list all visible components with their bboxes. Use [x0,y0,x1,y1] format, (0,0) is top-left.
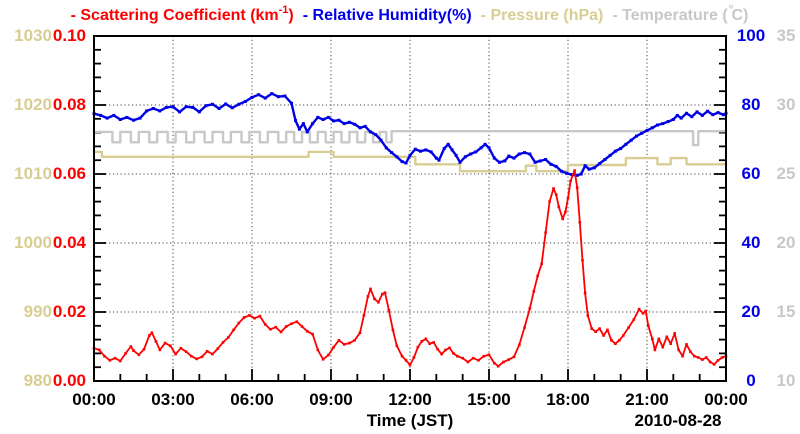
x-tick-label: 15:00 [467,390,511,409]
y-tick-label-pressure: 1030 [14,26,52,45]
y-tick-label-humidity: 80 [741,95,761,114]
y-tick-label-humidity: 40 [741,233,761,252]
degree-symbol: ° [728,2,734,17]
legend-scattering-coefficient: - Scattering Coefficient (km-1) [70,4,294,25]
superscript: -1 [278,4,289,16]
y-tick-label-pressure: 1000 [14,233,52,252]
y-tick-label-pressure: 990 [23,302,52,321]
y-tick-label-pressure: 1020 [14,95,52,114]
x-tick-label: 09:00 [309,390,353,409]
y-tick-label-scattering: 0.00 [52,371,86,390]
y-tick-label-humidity: 20 [741,302,761,321]
y-tick-label-scattering: 0.10 [52,26,86,45]
legend-relative-humidity: - Relative Humidity(%) [302,7,472,25]
x-axis-title: Time (JST) [366,411,454,430]
y-tick-label-temperature: 15 [776,302,796,321]
y-tick-label-scattering: 0.02 [52,302,86,321]
x-tick-label: 21:00 [625,390,669,409]
chart-legend: - Scattering Coefficient (km-1) - Relativ… [0,2,800,25]
y-tick-label-scattering: 0.04 [52,233,86,252]
y-tick-label-pressure: 980 [23,371,52,390]
legend-temperature: - Temperature (°C) [612,2,749,25]
y-tick-label-temperature: 30 [776,95,796,114]
legend-pressure: - Pressure (hPa) [480,7,604,25]
y-tick-label-scattering: 0.06 [52,164,86,183]
x-tick-label: 06:00 [230,390,274,409]
y-tick-label-humidity: 0 [746,371,756,390]
y-tick-label-temperature: 10 [776,371,796,390]
y-tick-label-temperature: 35 [776,26,796,45]
y-tick-label-humidity: 100 [736,26,766,45]
x-tick-label: 00:00 [72,390,116,409]
y-tick-label-humidity: 60 [741,164,761,183]
y-tick-label-temperature: 20 [776,233,796,252]
x-tick-label: 18:00 [546,390,590,409]
date-label: 2010-08-28 [634,411,722,430]
y-tick-label-temperature: 25 [776,164,796,183]
y-tick-label-pressure: 1010 [14,164,52,183]
y-tick-label-scattering: 0.08 [52,95,86,114]
x-tick-label: 12:00 [388,390,432,409]
x-tick-label: 00:00 [704,390,748,409]
x-tick-label: 03:00 [151,390,195,409]
